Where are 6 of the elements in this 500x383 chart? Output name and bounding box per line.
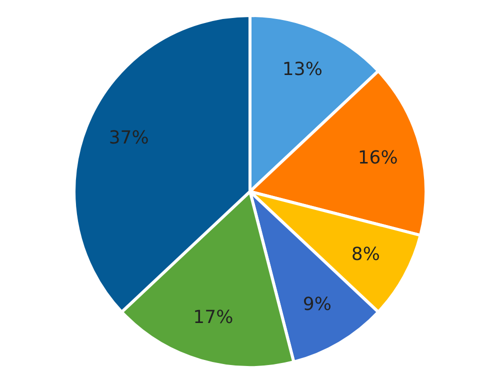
- data-label: 17%: [193, 306, 234, 328]
- data-label: 16%: [358, 147, 398, 168]
- data-label: 37%: [108, 128, 149, 149]
- data-label: 9%: [302, 294, 332, 315]
- data-label: 8%: [351, 244, 380, 265]
- data-label: 13%: [282, 59, 322, 80]
